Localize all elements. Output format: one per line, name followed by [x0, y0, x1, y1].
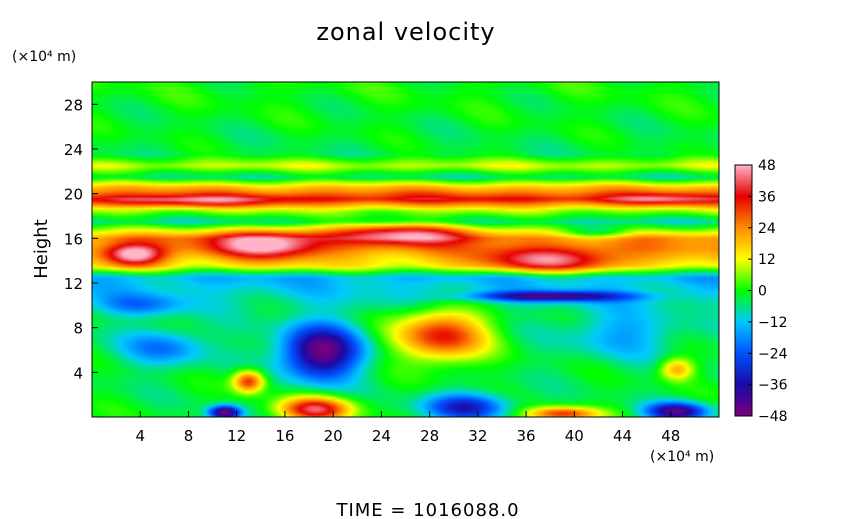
y-axis-ticks: 4 8 12 16 20 24 28: [64, 96, 98, 382]
colorbar-tick-label: 24: [758, 221, 776, 237]
colorbar-tick-label: 0: [758, 284, 767, 300]
x-axis-ticks: 4 8 12 16 20 24 28 32 36 40 44 48: [135, 411, 680, 445]
colorbar: [735, 165, 752, 416]
x-tick-label: 32: [468, 427, 487, 445]
x-tick-label: 20: [324, 427, 343, 445]
x-tick-label: 40: [565, 427, 584, 445]
y-tick-label: 20: [64, 186, 83, 204]
colorbar-tick-label: 48: [758, 158, 776, 174]
y-tick-label: 8: [73, 320, 83, 338]
x-unit-label: (×10⁴ m): [650, 449, 714, 465]
y-tick-label: 24: [64, 141, 83, 159]
x-tick-label: 16: [275, 427, 294, 445]
time-label: TIME = 1016088.0: [335, 500, 519, 519]
colorbar-tick-label: −24: [758, 346, 788, 362]
y-unit-label: (×10⁴ m): [12, 49, 76, 65]
y-tick-label: 28: [64, 96, 83, 114]
x-tick-label: 24: [372, 427, 391, 445]
x-tick-label: 28: [420, 427, 439, 445]
colorbar-tick-label: −36: [758, 378, 788, 394]
x-tick-label: 4: [135, 427, 145, 445]
x-tick-label: 8: [184, 427, 194, 445]
x-tick-label: 36: [517, 427, 536, 445]
y-tick-label: 4: [73, 364, 83, 382]
chart-title: zonal velocity: [316, 18, 495, 46]
velocity-field-plot: [92, 82, 719, 417]
y-axis-label: Height: [31, 219, 52, 279]
colorbar-tick-label: −48: [758, 409, 788, 425]
x-tick-label: 44: [613, 427, 632, 445]
plot-frame: [91, 81, 720, 418]
colorbar-ticks: 48 36 24 12 0 −12 −24 −36 −48: [748, 158, 788, 425]
colorbar-tick-label: 36: [758, 189, 776, 205]
colorbar-tick-label: −12: [758, 315, 788, 331]
y-tick-label: 12: [64, 275, 83, 293]
x-tick-label: 12: [227, 427, 246, 445]
colorbar-tick-label: 12: [758, 252, 776, 268]
y-tick-label: 16: [64, 230, 83, 248]
x-tick-label: 48: [661, 427, 680, 445]
